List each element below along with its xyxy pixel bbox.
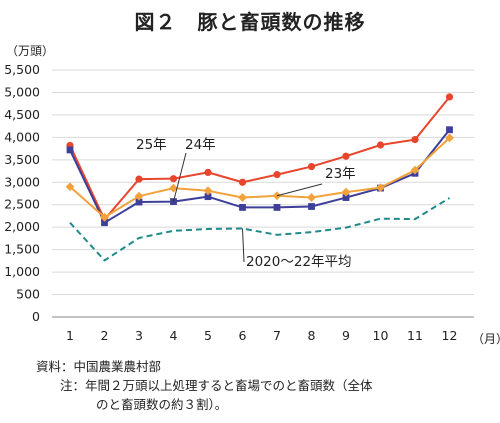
data-point <box>273 171 281 179</box>
series-label: 24年 <box>185 137 216 153</box>
data-point <box>341 187 351 197</box>
data-point <box>204 168 212 176</box>
y-axis-unit: （万頭） <box>6 44 55 58</box>
x-tick-label: 7 <box>273 328 281 343</box>
series-line <box>69 137 451 219</box>
y-tick-label: 4,500 <box>4 107 40 122</box>
data-point <box>273 204 281 211</box>
data-point <box>65 182 75 192</box>
data-point <box>66 146 74 154</box>
y-tick-label: 5,500 <box>4 62 40 77</box>
data-point <box>203 186 213 196</box>
data-point <box>342 194 350 201</box>
x-tick-label: 1 <box>66 328 74 343</box>
y-tick-label: 2,500 <box>4 197 40 212</box>
data-point <box>169 175 178 183</box>
x-tick-label: 11 <box>407 328 423 343</box>
data-point <box>238 193 247 202</box>
series-label: 2020～22年平均 <box>246 254 352 270</box>
data-point <box>376 141 385 149</box>
x-tick-label: 3 <box>135 328 143 343</box>
data-point <box>308 203 315 210</box>
data-point <box>170 198 177 205</box>
data-point <box>135 198 143 206</box>
y-tick-label: 4,000 <box>4 129 40 144</box>
source-note: 資料：中国農業農村部 <box>36 359 162 374</box>
y-tick-label: 0 <box>32 309 40 324</box>
data-point <box>204 193 212 201</box>
data-point <box>445 133 454 143</box>
callout-leader <box>173 152 187 202</box>
data-point <box>238 178 247 186</box>
callout-leader <box>242 228 245 263</box>
data-point <box>101 219 108 227</box>
y-tick-label: 1,000 <box>4 264 40 279</box>
y-tick-label: 500 <box>16 287 40 302</box>
data-point <box>446 126 453 134</box>
x-tick-label: 5 <box>204 328 212 343</box>
data-point <box>445 93 454 101</box>
data-point <box>169 183 178 193</box>
data-point <box>307 193 316 202</box>
chart-title: 図２ 豚と畜頭数の推移 <box>134 10 366 34</box>
data-point <box>376 183 385 193</box>
x-tick-label: 12 <box>442 328 458 343</box>
data-point <box>411 136 419 144</box>
chart-notes: 資料：中国農業農村部 注：年間２万頭以上処理すると畜場でのと畜頭数（全体 のと畜… <box>36 357 373 414</box>
y-tick-label: 1,500 <box>4 242 40 257</box>
data-point <box>135 175 143 183</box>
data-point <box>307 162 316 171</box>
y-tick-label: 2,000 <box>4 219 40 234</box>
x-tick-label: 8 <box>308 328 316 343</box>
x-tick-label: 9 <box>342 328 350 343</box>
data-point <box>239 204 246 211</box>
x-axis-unit: （月） <box>472 332 500 346</box>
data-point <box>100 212 109 222</box>
footnote-line-2: のと畜頭数の約３割）。 <box>96 397 228 412</box>
series-line <box>69 96 451 221</box>
data-point <box>134 191 144 201</box>
footnote-line-1: 注：年間２万頭以上処理すると畜場でのと畜頭数（全体 <box>60 378 373 393</box>
x-tick-label: 4 <box>170 328 178 343</box>
y-tick-label: 3,500 <box>4 152 40 167</box>
data-point <box>410 165 420 175</box>
x-tick-label: 6 <box>239 328 247 343</box>
y-tick-label: 5,000 <box>4 84 40 99</box>
callout-leader <box>276 183 323 197</box>
data-point <box>342 152 350 160</box>
series-label: 25年 <box>136 137 167 153</box>
series-line <box>69 197 451 262</box>
x-tick-label: 2 <box>101 328 109 343</box>
x-tick-label: 10 <box>373 328 389 343</box>
y-tick-label: 3,000 <box>4 174 40 189</box>
series-label: 23年 <box>325 166 356 182</box>
